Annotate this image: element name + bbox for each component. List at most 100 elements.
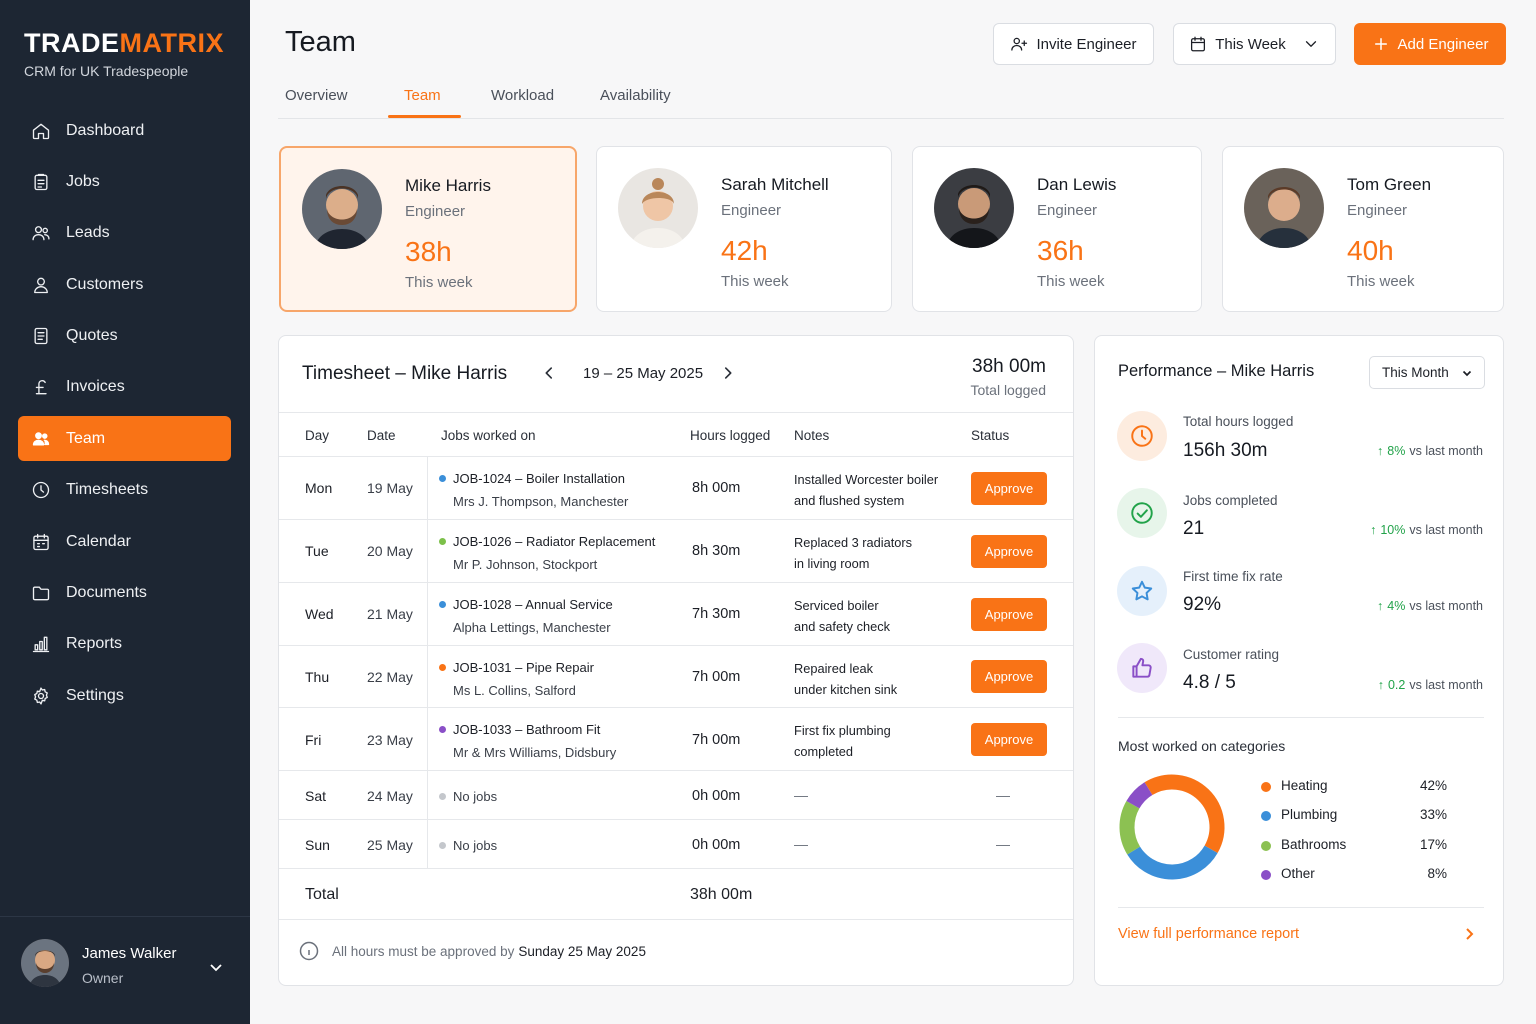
- row-date: 19 May: [367, 480, 413, 496]
- sidebar-item-calendar[interactable]: Calendar: [18, 519, 231, 564]
- period-select[interactable]: This Week: [1173, 23, 1336, 65]
- row-day: Thu: [305, 669, 330, 685]
- sidebar-item-invoices[interactable]: Invoices: [18, 365, 231, 410]
- table-row: Mon 19 May JOB-1024 – Boiler Installatio…: [279, 457, 1073, 520]
- sidebar-item-label: Timesheets: [66, 481, 149, 499]
- user-profile[interactable]: James Walker Owner: [0, 916, 250, 1024]
- row-day: Sat: [305, 788, 327, 804]
- donut-slice-other: [1126, 782, 1153, 809]
- job-title[interactable]: JOB-1028 – Annual Service: [453, 597, 613, 612]
- job-customer: Mrs J. Thompson, Manchester: [453, 494, 629, 509]
- table-row: Fri 23 May JOB-1033 – Bathroom Fit Mr & …: [279, 708, 1073, 771]
- approve-button[interactable]: Approve: [971, 472, 1047, 505]
- engineer-role: Engineer: [721, 202, 782, 219]
- no-jobs-label: No jobs: [453, 789, 498, 804]
- column-header-jobs: Jobs worked on: [441, 428, 536, 443]
- engineer-card-mike-harris[interactable]: Mike Harris Engineer 38h This week: [279, 146, 577, 312]
- user-name: James Walker: [82, 945, 177, 962]
- job-title[interactable]: JOB-1031 – Pipe Repair: [453, 660, 594, 675]
- gear-icon: [30, 685, 52, 707]
- column-header-date: Date: [367, 428, 396, 443]
- row-date: 21 May: [367, 606, 413, 622]
- metric-change: ↑ 8% vs last month: [1377, 444, 1483, 458]
- metric-change-label: vs last month: [1409, 599, 1483, 613]
- legend-value: 8%: [1427, 866, 1447, 881]
- tab-team[interactable]: Team: [404, 87, 441, 104]
- clock-icon: [30, 479, 52, 501]
- sidebar-item-timesheets[interactable]: Timesheets: [18, 468, 231, 513]
- engineer-role: Engineer: [405, 203, 466, 220]
- job-dot: [439, 842, 446, 849]
- invite-engineer-button[interactable]: Invite Engineer: [993, 23, 1154, 65]
- row-day: Mon: [305, 480, 333, 496]
- engineer-period: This week: [1347, 273, 1415, 290]
- approve-button[interactable]: Approve: [971, 535, 1047, 568]
- table-total-row: Total 38h 00m: [279, 869, 1073, 920]
- row-note: Replaced 3 radiators: [794, 535, 913, 550]
- sidebar-item-label: Settings: [66, 686, 124, 704]
- timesheet-total: 38h 00m: [972, 356, 1046, 377]
- engineer-card-tom-green[interactable]: Tom Green Engineer 40h This week: [1222, 146, 1504, 312]
- job-title[interactable]: JOB-1033 – Bathroom Fit: [453, 722, 601, 737]
- performance-title: Performance – Mike Harris: [1118, 362, 1315, 380]
- tab-availability[interactable]: Availability: [600, 87, 671, 104]
- job-title[interactable]: JOB-1024 – Boiler Installation: [453, 471, 625, 486]
- sidebar-item-documents[interactable]: Documents: [18, 571, 231, 616]
- view-performance-report-link[interactable]: View full performance report: [1118, 926, 1300, 942]
- metric-change-label: vs last month: [1409, 678, 1483, 692]
- chevron-left-icon[interactable]: [540, 364, 560, 384]
- job-dot: [439, 793, 446, 800]
- metric-label: Jobs completed: [1183, 493, 1278, 508]
- job-dot: [439, 726, 446, 733]
- approval-note-text: All hours must be approved by: [332, 943, 515, 959]
- arrow-up-icon: ↑: [1377, 678, 1384, 692]
- row-note: Repaired leak: [794, 661, 873, 676]
- sidebar-item-reports[interactable]: Reports: [18, 622, 231, 667]
- approve-button[interactable]: Approve: [971, 660, 1047, 693]
- team-icon: [30, 428, 52, 450]
- job-customer: Mr & Mrs Williams, Didsbury: [453, 745, 617, 760]
- chevron-right-icon[interactable]: [1461, 926, 1477, 944]
- user-role: Owner: [82, 970, 124, 986]
- sidebar-item-dashboard[interactable]: Dashboard: [18, 108, 231, 153]
- folder-icon: [30, 582, 52, 604]
- engineer-card-dan-lewis[interactable]: Dan Lewis Engineer 36h This week: [912, 146, 1202, 312]
- sidebar-item-customers[interactable]: Customers: [18, 262, 231, 307]
- performance-period-select[interactable]: This Month: [1369, 356, 1485, 389]
- job-title[interactable]: JOB-1026 – Radiator Replacement: [453, 534, 656, 549]
- row-date: 25 May: [367, 837, 413, 853]
- sidebar-item-jobs[interactable]: Jobs: [18, 159, 231, 204]
- row-note: and safety check: [794, 619, 891, 634]
- approve-button[interactable]: Approve: [971, 598, 1047, 631]
- tab-overview[interactable]: Overview: [285, 87, 348, 104]
- sidebar-item-leads[interactable]: Leads: [18, 211, 231, 256]
- sidebar: TRADEMATRIX CRM for UK Tradespeople Dash…: [0, 0, 250, 1024]
- metric-value: 156h 30m: [1183, 440, 1268, 461]
- page-title: Team: [285, 26, 356, 58]
- donut-slice-heating: [1144, 774, 1225, 853]
- sidebar-item-settings[interactable]: Settings: [18, 673, 231, 718]
- sidebar-item-quotes[interactable]: Quotes: [18, 314, 231, 359]
- metric-change-value: 8%: [1387, 444, 1406, 458]
- tab-workload[interactable]: Workload: [491, 87, 555, 104]
- engineer-period: This week: [1037, 273, 1105, 290]
- add-engineer-button[interactable]: Add Engineer: [1354, 23, 1506, 65]
- performance-panel: Performance – Mike Harris This Month Tot…: [1094, 335, 1504, 986]
- brand-logo[interactable]: TRADEMATRIX: [24, 28, 224, 59]
- chevron-right-icon[interactable]: [719, 364, 739, 384]
- sidebar-item-label: Invoices: [66, 378, 125, 396]
- row-day: Fri: [305, 732, 322, 748]
- chevron-down-icon[interactable]: [206, 957, 226, 977]
- legend-dot: [1261, 782, 1271, 792]
- active-tab-indicator: [388, 115, 461, 118]
- engineer-card-sarah-mitchell[interactable]: Sarah Mitchell Engineer 42h This week: [596, 146, 892, 312]
- clipboard-icon: [30, 171, 52, 193]
- row-day: Tue: [305, 543, 329, 559]
- metric-label: First time fix rate: [1183, 569, 1283, 584]
- row-note: and flushed system: [794, 493, 905, 508]
- approval-deadline: Sunday 25 May 2025: [518, 943, 646, 959]
- job-customer: Alpha Lettings, Manchester: [453, 620, 611, 635]
- avatar: [934, 168, 1014, 248]
- sidebar-item-team[interactable]: Team: [18, 416, 231, 462]
- approve-button[interactable]: Approve: [971, 723, 1047, 756]
